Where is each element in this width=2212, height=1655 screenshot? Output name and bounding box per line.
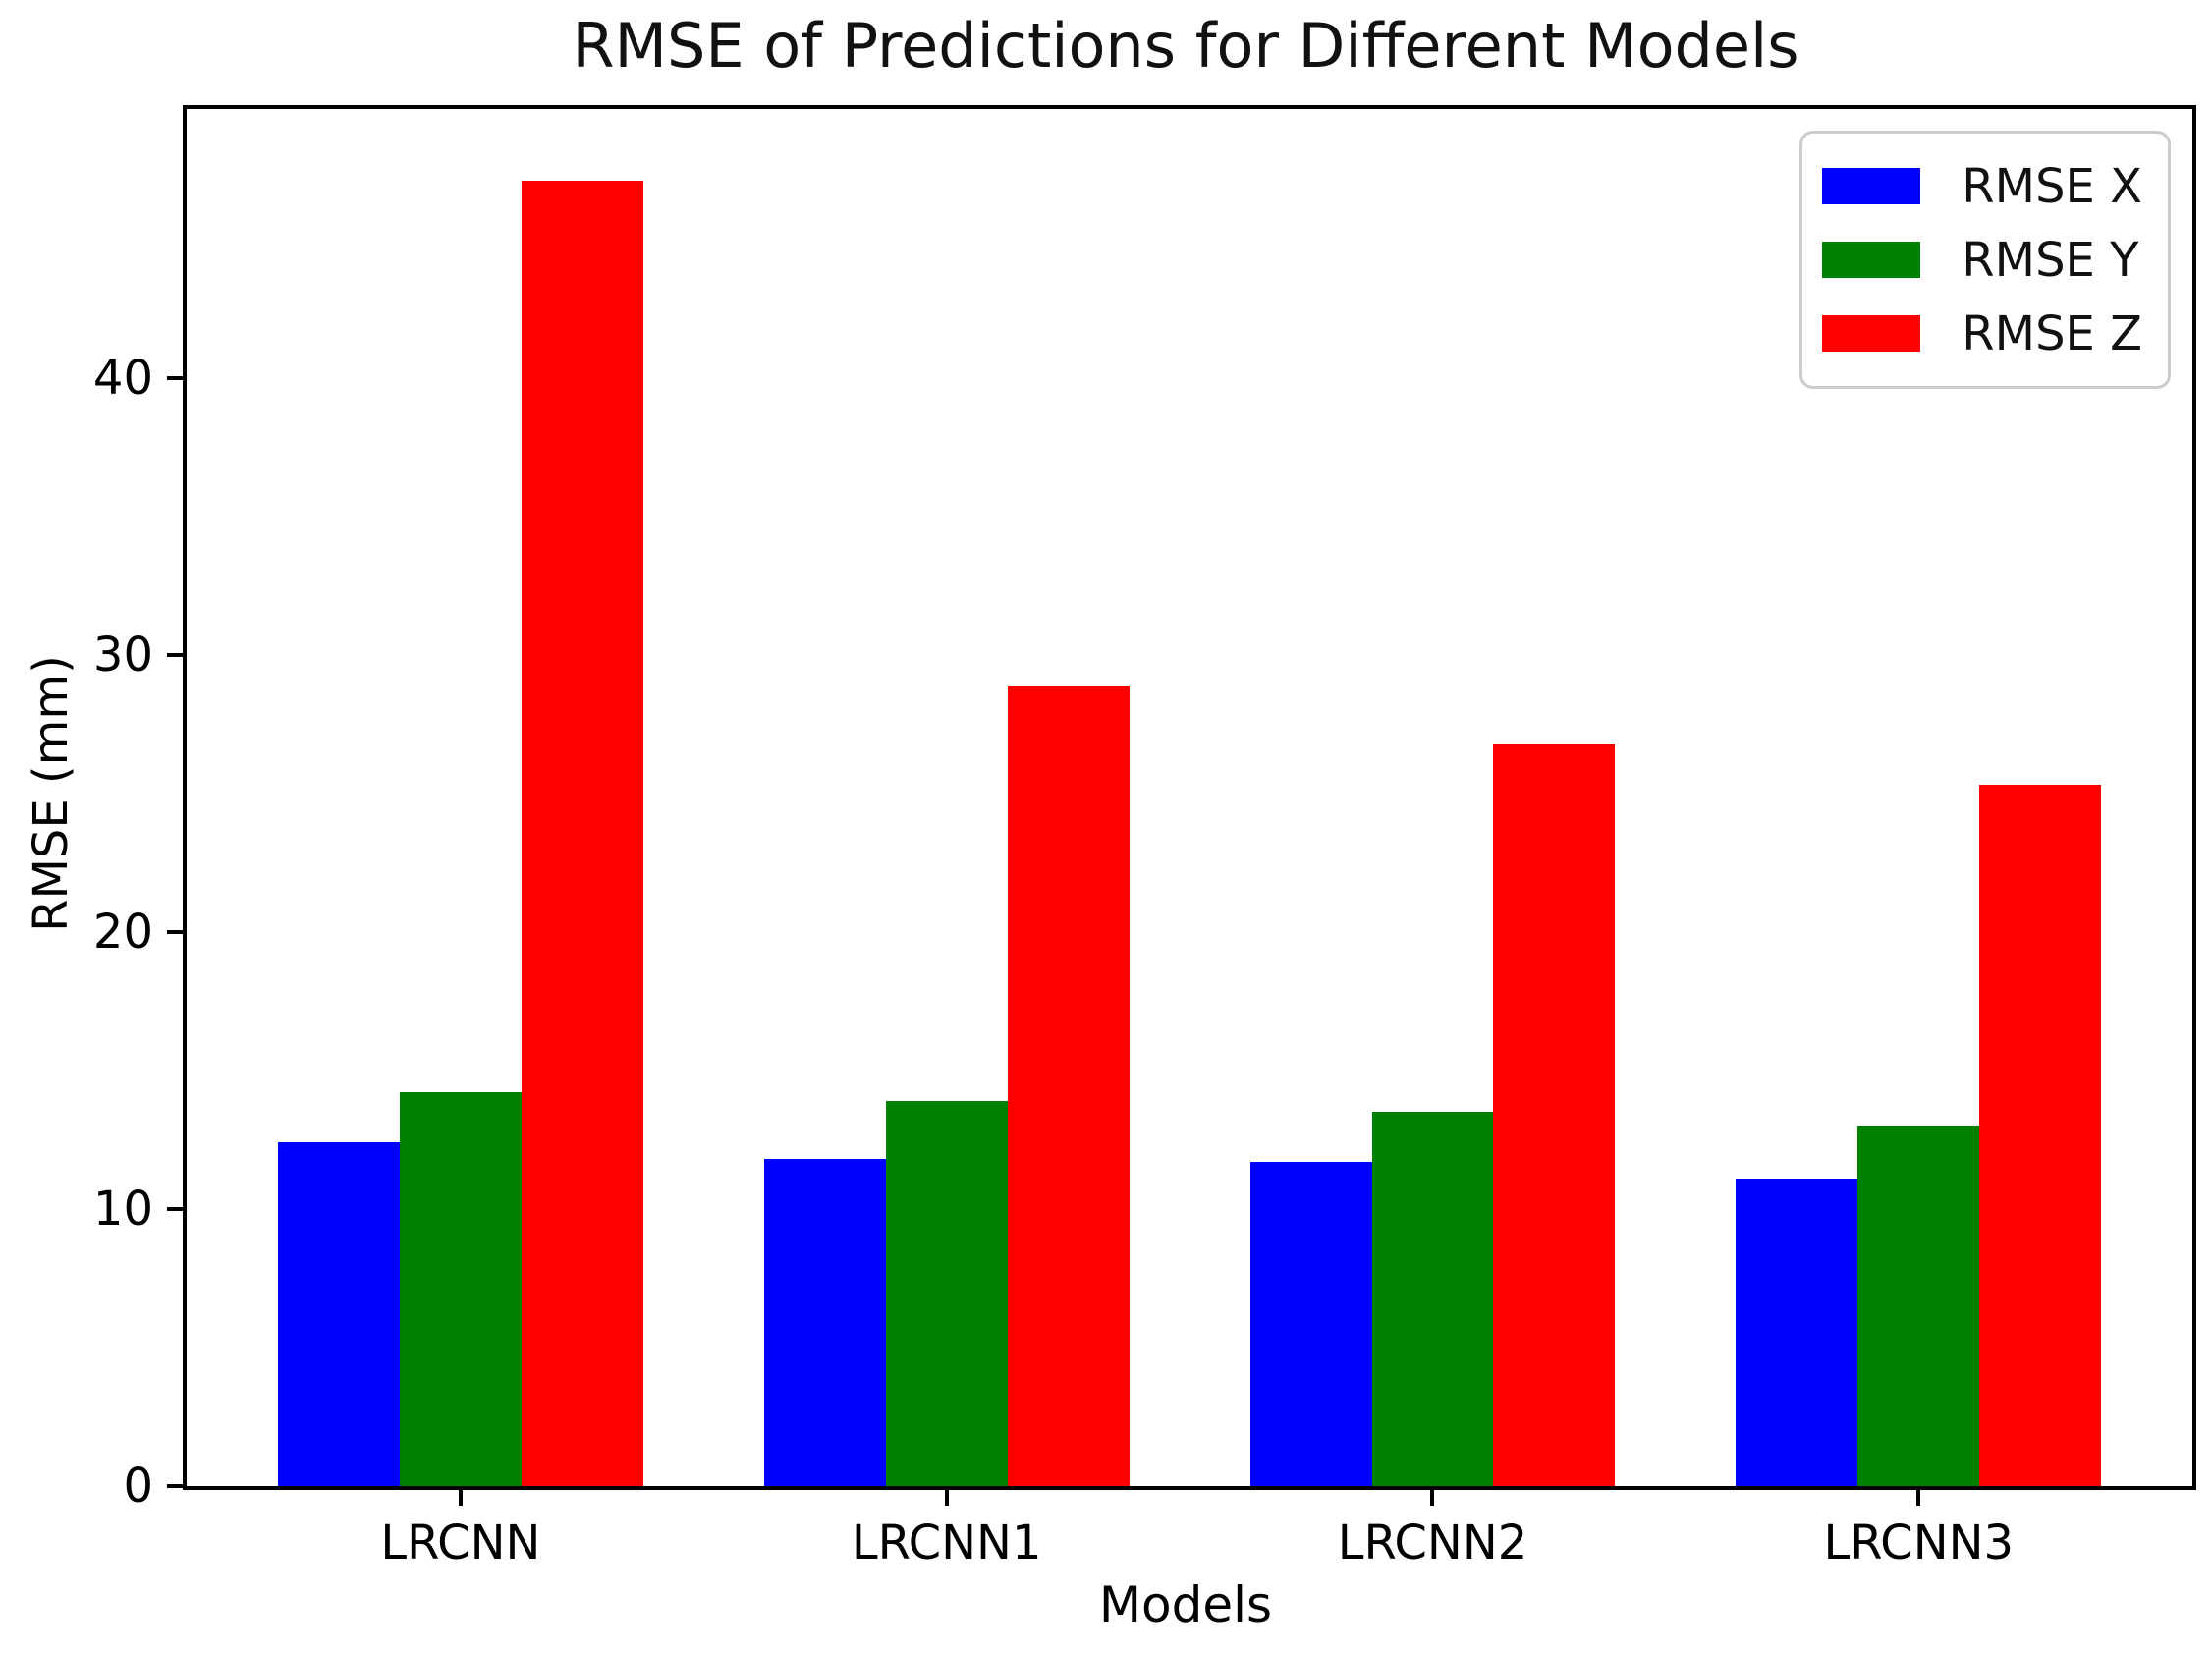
legend-row: RMSE Z <box>1822 297 2142 370</box>
x-tick-label: LRCNN3 <box>1823 1516 2015 1571</box>
y-tick-mark <box>167 1206 187 1211</box>
y-tick-label: 30 <box>92 627 153 683</box>
bar-rmse-x-lrcnn <box>278 1142 400 1486</box>
x-tick-mark <box>1430 1486 1435 1506</box>
legend-row: RMSE Y <box>1822 223 2142 297</box>
bar-rmse-z-lrcnn <box>521 181 643 1486</box>
bar-rmse-z-lrcnn2 <box>1493 744 1616 1486</box>
legend-swatch-rmse-z <box>1822 315 1921 352</box>
bar-rmse-z-lrcnn1 <box>1007 685 1130 1486</box>
bar-rmse-y-lrcnn1 <box>885 1100 1008 1486</box>
y-tick-mark <box>167 1484 187 1488</box>
legend-swatch-rmse-x <box>1822 168 1921 204</box>
x-tick-label: LRCNN1 <box>851 1516 1042 1571</box>
bar-rmse-x-lrcnn3 <box>1736 1178 1858 1486</box>
y-tick-label: 10 <box>92 1181 153 1237</box>
chart-title: RMSE of Predictions for Different Models <box>572 10 1799 82</box>
bar-rmse-z-lrcnn3 <box>1979 785 2102 1486</box>
legend-label: RMSE X <box>1962 158 2142 214</box>
y-axis-label: RMSE (mm) <box>24 655 79 932</box>
bar-rmse-x-lrcnn1 <box>763 1159 886 1486</box>
y-tick-label: 0 <box>123 1459 153 1514</box>
y-tick-label: 20 <box>92 904 153 960</box>
y-tick-label: 40 <box>92 350 153 406</box>
bar-rmse-y-lrcnn <box>399 1092 522 1486</box>
x-tick-mark <box>944 1486 949 1506</box>
bar-rmse-x-lrcnn2 <box>1249 1161 1372 1486</box>
bar-rmse-y-lrcnn3 <box>1857 1126 1980 1486</box>
legend-label: RMSE Z <box>1962 305 2142 361</box>
bar-rmse-y-lrcnn2 <box>1371 1112 1494 1486</box>
plot-area: RMSE X RMSE Y RMSE Z 0 10 20 30 40 LRCNN LRCNN1 L… <box>93 105 2196 1571</box>
legend: RMSE X RMSE Y RMSE Z <box>1799 131 2171 389</box>
y-tick-mark <box>167 929 187 934</box>
legend-row: RMSE X <box>1822 149 2142 223</box>
x-tick-mark <box>458 1486 463 1506</box>
x-tick-mark <box>1916 1486 1921 1506</box>
y-tick-mark <box>167 652 187 657</box>
x-tick-label: LRCNN <box>380 1516 541 1571</box>
x-tick-label: LRCNN2 <box>1337 1516 1528 1571</box>
legend-swatch-rmse-y <box>1822 242 1921 278</box>
x-axis-label: Models <box>1098 1576 1273 1633</box>
y-tick-mark <box>167 375 187 380</box>
legend-label: RMSE Y <box>1962 232 2139 288</box>
